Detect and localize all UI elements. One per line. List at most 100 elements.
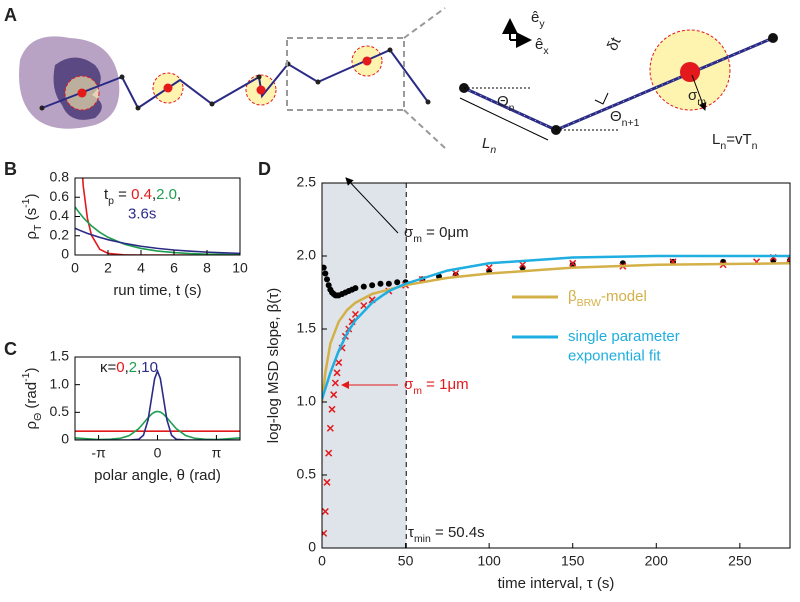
zoom-line — [403, 109, 446, 149]
series-line — [75, 410, 240, 440]
text-part: = — [431, 524, 448, 541]
text-part: ρ — [23, 421, 40, 430]
data-point — [322, 270, 329, 277]
text-part: single parameter — [568, 328, 680, 345]
text-part: n — [490, 144, 496, 156]
data-point — [485, 264, 493, 272]
text-part: τ — [408, 524, 414, 541]
plot-area — [75, 368, 240, 440]
text-part: m — [413, 385, 422, 397]
data-point — [325, 449, 333, 457]
text-part: (rad — [23, 382, 40, 413]
text-part: BRW — [577, 297, 601, 309]
legend-entry: 2.0 — [156, 186, 177, 203]
text-part: σ — [688, 87, 698, 104]
track-nodes — [39, 47, 431, 111]
zoom-box — [286, 37, 405, 111]
x-tick-label: 150 — [561, 553, 585, 569]
text-part: -1 — [20, 372, 32, 381]
text-part: time interval, τ (s) — [498, 575, 615, 592]
text-part: ) — [23, 368, 40, 373]
legend-separator: , — [152, 186, 156, 203]
y-tick-label: 1.5 — [50, 348, 70, 364]
data-point — [328, 405, 336, 413]
data-point — [322, 507, 329, 516]
legend-entry: 2 — [129, 359, 137, 376]
text-part: Θ — [32, 413, 44, 421]
text-part: L — [712, 131, 720, 148]
text-part: n — [752, 140, 758, 152]
x-tick-label: -π — [91, 445, 106, 461]
data-point — [322, 529, 328, 537]
text-part: exponential fit — [568, 347, 661, 364]
series-line — [75, 206, 240, 255]
y-tick-label: 0.5 — [297, 466, 317, 482]
text-part: polar angle, θ (rad) — [94, 467, 221, 484]
text-part: σ — [404, 224, 414, 241]
text-part: δt — [604, 34, 625, 53]
series-line — [322, 254, 790, 400]
data-point — [335, 359, 343, 367]
text-part: ê — [535, 36, 543, 53]
legend-entry: βBRW-model — [568, 288, 647, 309]
step-bracket — [594, 92, 609, 105]
data-point — [333, 369, 341, 377]
legend-entry: 0.4 — [131, 186, 152, 203]
diagram-label: σm — [688, 87, 706, 108]
plot-frame — [321, 182, 791, 549]
y-axis-label: ρΘ (rad-1) — [20, 368, 44, 430]
x-tick-label: 50 — [398, 553, 414, 569]
panel-label: A — [4, 5, 17, 25]
x-tick-label: 4 — [137, 260, 145, 276]
data-point — [569, 259, 577, 267]
text-part: run time, t (s) — [113, 282, 201, 299]
text-part: m — [697, 96, 706, 108]
legend-entry: single parameter exponential fit — [568, 328, 680, 365]
legend: tp = 0.4,2.0, 3.6s — [104, 186, 181, 223]
y-tick-label: 0.8 — [50, 169, 70, 185]
text-part: (s — [23, 208, 40, 225]
series-line — [322, 262, 790, 403]
x-tick-label: 0 — [71, 260, 79, 276]
y-tick-label: 1.5 — [297, 320, 317, 336]
text-part: Θ — [610, 108, 622, 125]
y-tick-label: 0.5 — [50, 403, 70, 419]
length-bar — [459, 97, 549, 141]
text-part: T — [32, 224, 44, 231]
x-tick-label: 0 — [154, 445, 162, 461]
diagram-label: êx — [535, 36, 549, 57]
shaded-region — [322, 183, 407, 548]
annotation-arrow — [345, 177, 399, 234]
panel-label: D — [258, 159, 271, 179]
text-part: t — [104, 186, 109, 203]
position-dots — [77, 56, 372, 98]
text-part: = 1μm — [422, 376, 469, 393]
text-part: x — [543, 45, 549, 57]
data-point — [324, 276, 331, 283]
zoom-line — [403, 7, 446, 39]
diagram-label: Ln=vTn — [712, 131, 758, 152]
legend-separator: , — [125, 359, 129, 376]
x-tick-label: 10 — [232, 260, 248, 276]
legend-entry: 10 — [141, 359, 158, 376]
x-axis-label: run time, t (s) — [113, 282, 201, 299]
panel-label: C — [4, 339, 17, 359]
data-point — [322, 264, 327, 271]
data-point — [330, 391, 338, 399]
x-tick-label: 100 — [477, 553, 501, 569]
text-part: Θ — [497, 93, 509, 110]
y-tick-label: 2.5 — [297, 174, 317, 190]
diagram-label: Ln — [482, 135, 496, 156]
text-part: β — [568, 288, 577, 305]
x-tick-label: 250 — [728, 553, 752, 569]
x-tick-label: 200 — [645, 553, 669, 569]
x-tick-label: 2 — [104, 260, 112, 276]
data-point — [377, 280, 384, 287]
text-part: ) — [23, 194, 40, 199]
y-tick-label: 0.4 — [50, 207, 70, 223]
x-axis-label: time interval, τ (s) — [498, 575, 615, 592]
legend-separator: , — [177, 186, 181, 203]
y-tick-label: 0 — [61, 246, 69, 262]
text-part: 50.4s — [448, 524, 485, 541]
